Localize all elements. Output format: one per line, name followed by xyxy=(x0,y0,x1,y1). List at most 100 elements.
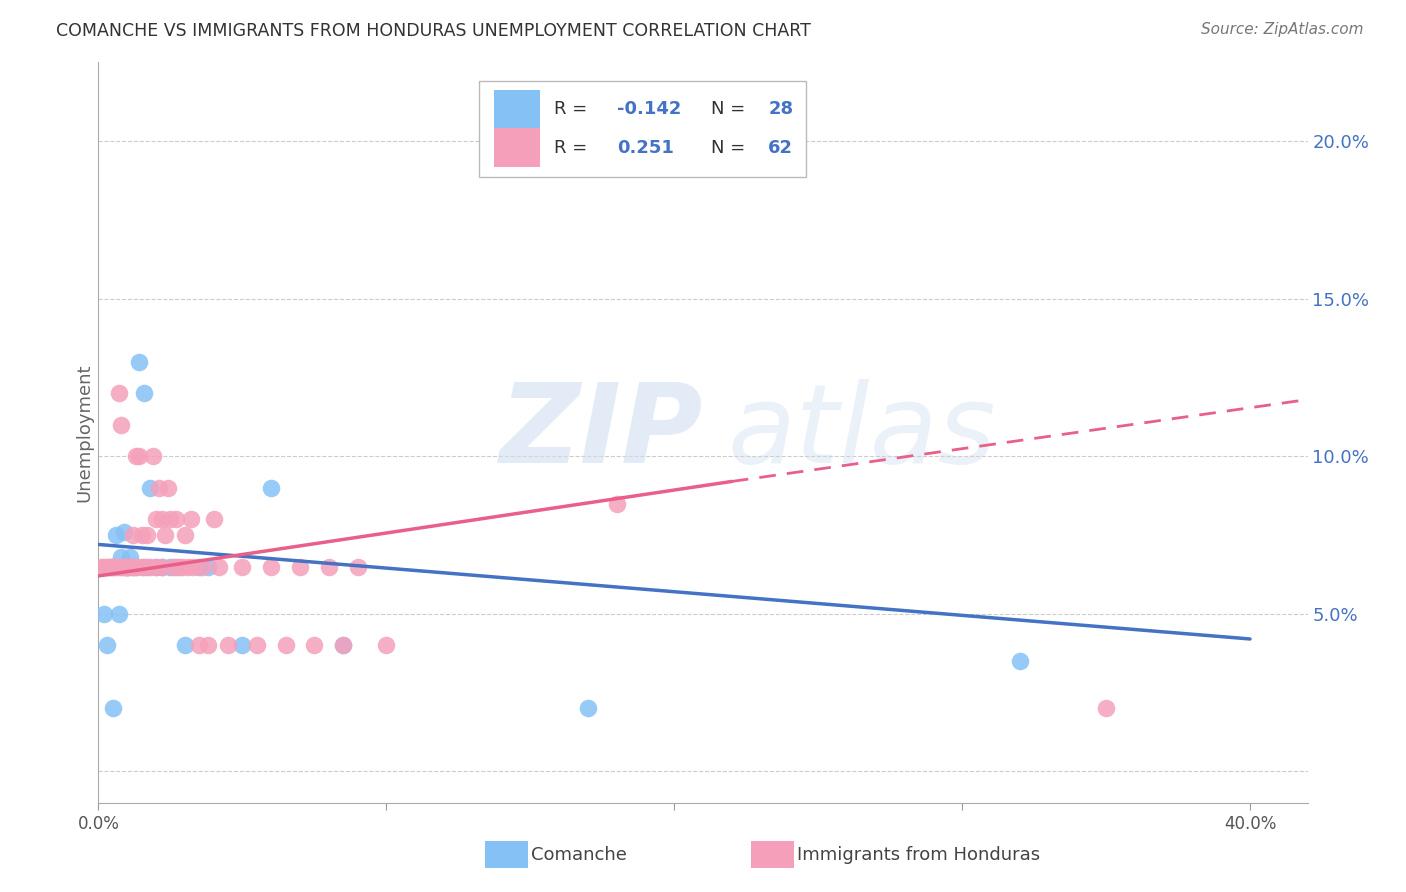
Point xyxy=(128,355,150,369)
Point xyxy=(142,449,165,463)
Point xyxy=(159,559,181,574)
Point xyxy=(115,559,138,574)
Point xyxy=(150,559,173,574)
Point xyxy=(332,638,354,652)
Point xyxy=(96,559,118,574)
Point xyxy=(110,417,132,432)
Point xyxy=(188,559,211,574)
Text: R =: R = xyxy=(554,138,593,157)
Point xyxy=(183,559,205,574)
Point xyxy=(288,559,311,574)
Point xyxy=(112,524,135,539)
Point xyxy=(110,550,132,565)
Point xyxy=(115,559,138,574)
Point xyxy=(188,638,211,652)
Point xyxy=(231,638,253,652)
Point xyxy=(115,559,138,574)
Text: N =: N = xyxy=(711,100,751,118)
Text: R =: R = xyxy=(554,100,593,118)
Point xyxy=(150,512,173,526)
Point xyxy=(274,638,297,652)
Point xyxy=(150,559,173,574)
Text: 0.251: 0.251 xyxy=(617,138,673,157)
Point xyxy=(153,528,176,542)
Point xyxy=(145,559,167,574)
Point xyxy=(202,512,225,526)
Point xyxy=(173,638,195,652)
Bar xyxy=(485,841,527,868)
Point xyxy=(98,559,121,574)
Point xyxy=(162,559,184,574)
Point xyxy=(139,559,162,574)
Point xyxy=(375,638,398,652)
Point xyxy=(197,559,219,574)
Point xyxy=(107,607,129,621)
Text: 62: 62 xyxy=(768,138,793,157)
Point xyxy=(98,559,121,574)
Point xyxy=(90,559,112,574)
Point xyxy=(125,559,148,574)
Point xyxy=(101,559,124,574)
Point xyxy=(148,481,170,495)
Y-axis label: Unemployment: Unemployment xyxy=(76,363,94,502)
Point xyxy=(159,512,181,526)
Text: atlas: atlas xyxy=(727,379,995,486)
Point xyxy=(93,559,115,574)
Point xyxy=(112,559,135,574)
Point xyxy=(176,559,198,574)
Text: Immigrants from Honduras: Immigrants from Honduras xyxy=(797,846,1040,863)
Point xyxy=(217,638,239,652)
Point xyxy=(304,638,326,652)
Point xyxy=(122,528,145,542)
Point xyxy=(170,559,193,574)
Point xyxy=(101,559,124,574)
Point xyxy=(346,559,368,574)
Bar xyxy=(494,128,540,167)
Point xyxy=(1095,701,1118,715)
Text: Comanche: Comanche xyxy=(531,846,627,863)
Point xyxy=(165,559,187,574)
Point xyxy=(197,638,219,652)
Point xyxy=(246,638,269,652)
Point xyxy=(120,559,142,574)
Point xyxy=(125,449,148,463)
Point xyxy=(576,701,599,715)
Point xyxy=(136,528,159,542)
Bar xyxy=(494,90,540,128)
Text: COMANCHE VS IMMIGRANTS FROM HONDURAS UNEMPLOYMENT CORRELATION CHART: COMANCHE VS IMMIGRANTS FROM HONDURAS UNE… xyxy=(56,22,811,40)
Point xyxy=(173,528,195,542)
Point xyxy=(134,386,156,401)
Text: 28: 28 xyxy=(768,100,793,118)
Point xyxy=(120,550,142,565)
Point xyxy=(122,559,145,574)
Point xyxy=(134,559,156,574)
Point xyxy=(180,512,202,526)
Point xyxy=(96,638,118,652)
Point xyxy=(115,559,138,574)
Point xyxy=(318,559,340,574)
Point xyxy=(107,386,129,401)
Point xyxy=(110,559,132,574)
Point xyxy=(107,559,129,574)
Point xyxy=(260,481,283,495)
Point xyxy=(122,559,145,574)
Point xyxy=(139,481,162,495)
Point xyxy=(1008,654,1031,668)
Point xyxy=(156,481,179,495)
Point xyxy=(167,559,190,574)
Point xyxy=(125,559,148,574)
Point xyxy=(112,559,135,574)
Text: Source: ZipAtlas.com: Source: ZipAtlas.com xyxy=(1201,22,1364,37)
Point xyxy=(260,559,283,574)
Point xyxy=(165,512,187,526)
Point xyxy=(131,528,153,542)
Point xyxy=(104,528,127,542)
Text: ZIP: ZIP xyxy=(499,379,703,486)
Point xyxy=(231,559,253,574)
FancyBboxPatch shape xyxy=(479,81,806,178)
Point xyxy=(128,449,150,463)
Point xyxy=(93,607,115,621)
Point xyxy=(131,559,153,574)
Point xyxy=(104,559,127,574)
Point xyxy=(191,559,214,574)
